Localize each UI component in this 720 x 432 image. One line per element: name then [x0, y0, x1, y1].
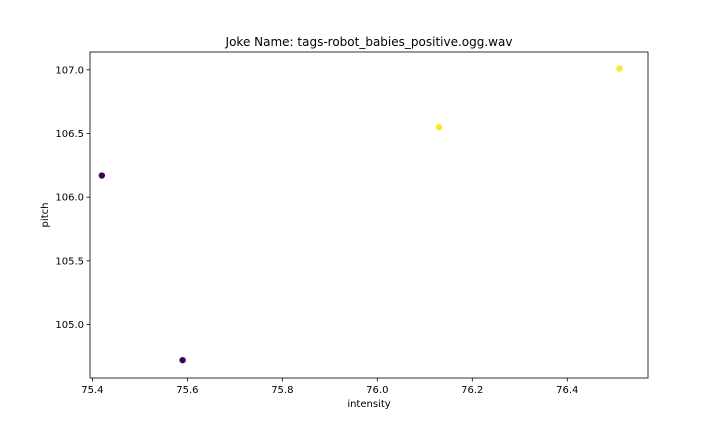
y-tick-label: 106.0: [55, 193, 84, 204]
plot-frame: [89, 51, 649, 379]
y-axis-ticks: 105.0 105.5 106.0 106.5 107.0: [55, 65, 90, 331]
x-axis-label: intensity: [347, 399, 390, 410]
scatter-point: [179, 356, 186, 364]
x-axis-ticks: 75.4 75.6 75.8 76.0 76.2 76.4: [81, 378, 578, 396]
x-tick-label: 75.6: [176, 385, 198, 396]
scatter-point: [98, 172, 106, 179]
x-tick-label: 76.0: [366, 385, 388, 396]
y-tick-label: 105.0: [55, 320, 84, 331]
scatter-point: [616, 65, 623, 72]
x-tick-label: 75.4: [81, 385, 103, 396]
data-points: [98, 65, 623, 364]
chart-title: Joke Name: tags-robot_babies_positive.og…: [225, 35, 513, 49]
x-tick-label: 76.2: [461, 385, 483, 396]
x-tick-label: 76.4: [556, 385, 578, 396]
y-tick-label: 105.5: [55, 256, 84, 267]
scatter-point: [435, 123, 443, 131]
x-tick-label: 75.8: [271, 385, 293, 396]
y-tick-label: 107.0: [55, 65, 84, 76]
y-tick-label: 106.5: [55, 129, 84, 140]
y-axis-label: pitch: [40, 203, 51, 228]
